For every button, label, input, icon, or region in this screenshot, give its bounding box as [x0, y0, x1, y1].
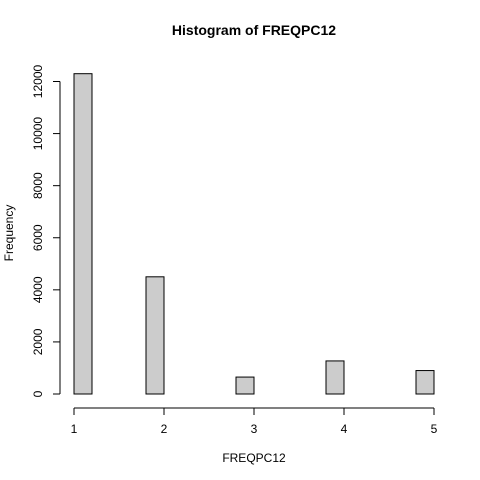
y-tick-label: 8000 — [31, 172, 45, 199]
histogram-bar — [235, 376, 255, 395]
histogram-bars — [73, 73, 435, 395]
histogram-bar — [325, 360, 345, 395]
x-tick-label: 3 — [251, 422, 258, 436]
y-tick-label: 0 — [31, 390, 45, 397]
y-tick-label: 6000 — [31, 224, 45, 251]
x-axis: 1 2 3 4 5 — [71, 407, 438, 436]
x-tick-label: 1 — [71, 422, 78, 436]
x-tick-label: 2 — [161, 422, 168, 436]
histogram-bar — [415, 370, 435, 395]
y-axis-label: Frequency — [2, 205, 16, 262]
histogram-bar — [73, 73, 93, 395]
y-tick-label: 4000 — [31, 276, 45, 303]
x-tick-label: 4 — [341, 422, 348, 436]
y-tick-label: 10000 — [31, 117, 45, 151]
y-axis: 0 2000 4000 6000 8000 10000 12000 — [31, 64, 61, 397]
y-tick-label: 12000 — [31, 64, 45, 98]
x-axis-label: FREQPC12 — [222, 451, 286, 465]
y-tick-label: 2000 — [31, 328, 45, 355]
x-tick-label: 5 — [431, 422, 438, 436]
histogram-bar — [145, 276, 165, 395]
chart-title: Histogram of FREQPC12 — [172, 22, 336, 38]
